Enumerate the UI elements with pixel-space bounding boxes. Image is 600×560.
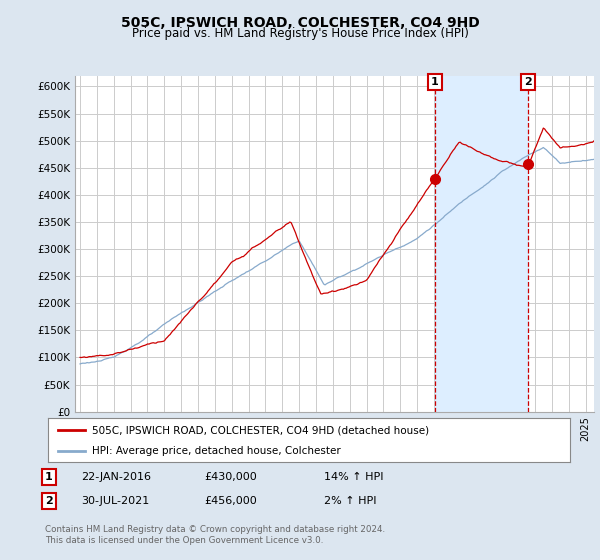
Text: Contains HM Land Registry data © Crown copyright and database right 2024.
This d: Contains HM Land Registry data © Crown c… [45,525,385,545]
Text: 505C, IPSWICH ROAD, COLCHESTER, CO4 9HD (detached house): 505C, IPSWICH ROAD, COLCHESTER, CO4 9HD … [92,425,430,435]
Text: 1: 1 [45,472,53,482]
Text: 505C, IPSWICH ROAD, COLCHESTER, CO4 9HD: 505C, IPSWICH ROAD, COLCHESTER, CO4 9HD [121,16,479,30]
Text: 22-JAN-2016: 22-JAN-2016 [81,472,151,482]
Text: 2% ↑ HPI: 2% ↑ HPI [324,496,377,506]
Text: £430,000: £430,000 [204,472,257,482]
Text: HPI: Average price, detached house, Colchester: HPI: Average price, detached house, Colc… [92,446,341,456]
Text: £456,000: £456,000 [204,496,257,506]
Text: 30-JUL-2021: 30-JUL-2021 [81,496,149,506]
Text: 14% ↑ HPI: 14% ↑ HPI [324,472,383,482]
Text: 2: 2 [45,496,53,506]
Text: 1: 1 [431,77,439,87]
Text: 2: 2 [524,77,532,87]
Bar [435,76,528,412]
Text: Price paid vs. HM Land Registry's House Price Index (HPI): Price paid vs. HM Land Registry's House … [131,27,469,40]
